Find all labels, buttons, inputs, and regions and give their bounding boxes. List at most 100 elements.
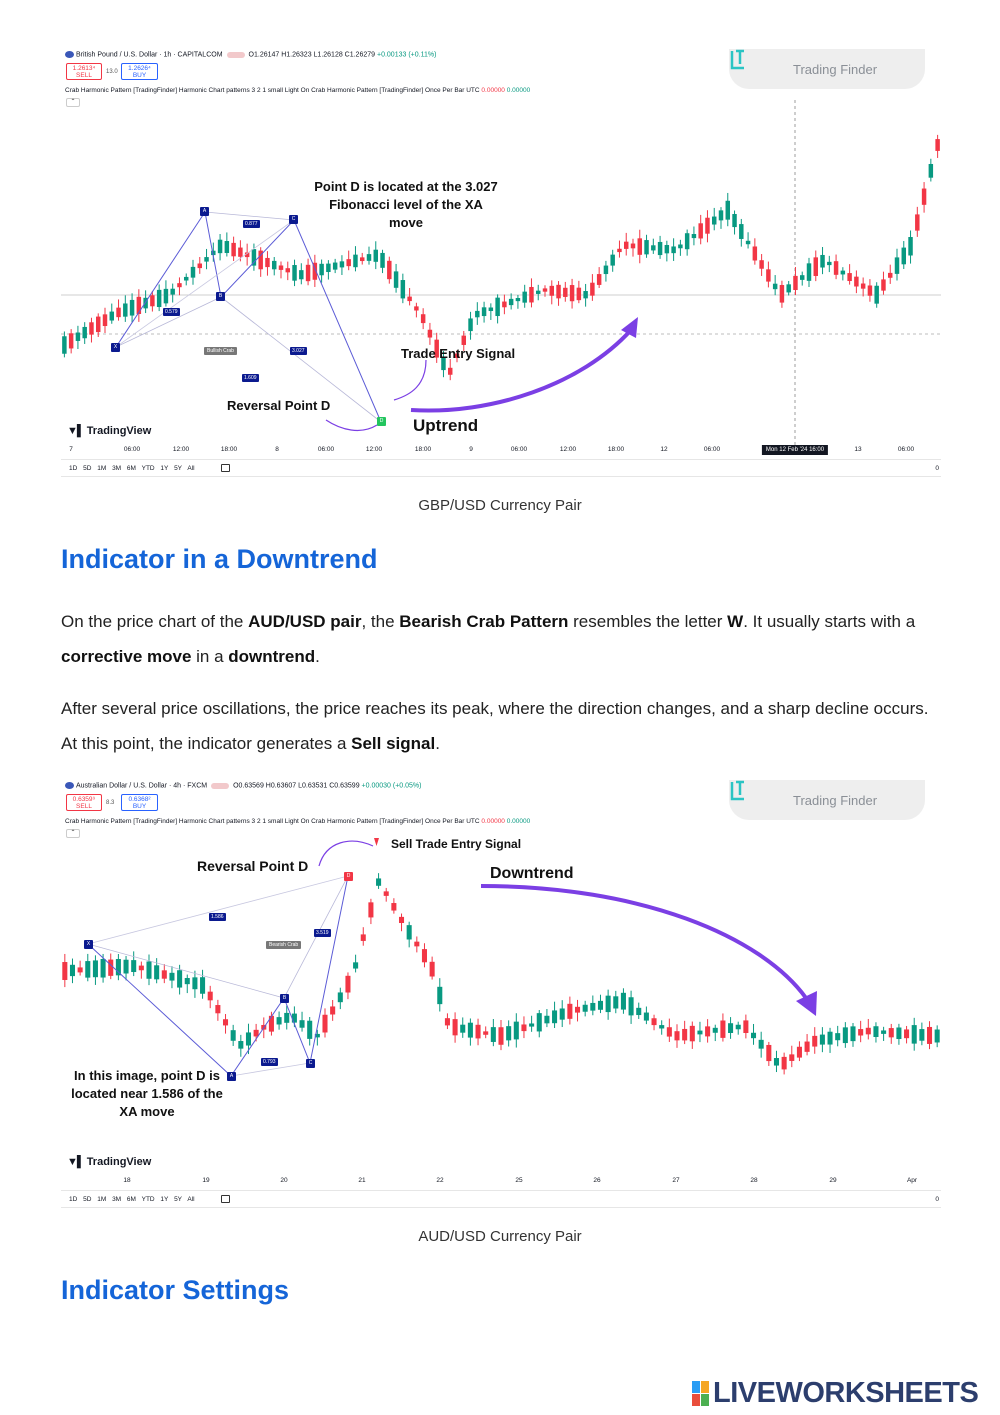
candle-body [454, 353, 460, 358]
candle-body [116, 307, 121, 318]
candle-body [542, 288, 548, 292]
sell-button[interactable]: 0.6359⁹ SELL [66, 794, 102, 811]
collapse-legend-button[interactable]: ⌃ [66, 98, 80, 107]
candle-body [177, 283, 182, 288]
candle-body [222, 1019, 229, 1026]
time-axis-label: 18 [123, 1177, 131, 1184]
pattern-point-a: A [227, 1072, 236, 1081]
candle-body [488, 307, 494, 312]
indicator-name: Crab Harmonic Pattern [TradingFinder] Ha… [65, 818, 480, 825]
candle-body [549, 285, 555, 296]
candle-body [258, 250, 263, 270]
candle-body [881, 279, 886, 291]
range-options[interactable]: 1D 5D 1M 3M 6M YTD 1Y 5Y All [69, 1196, 195, 1203]
currency-flag-icon [65, 51, 74, 58]
calendar-icon[interactable] [221, 1195, 230, 1203]
candle-body [779, 285, 785, 303]
candle-body [684, 233, 690, 250]
candle-body [827, 261, 832, 266]
candle-body [766, 1044, 772, 1062]
time-axis-label: 06:00 [703, 446, 721, 453]
text-run: , the [361, 612, 400, 631]
candle-body [739, 224, 744, 239]
pattern-ratio-line [230, 1062, 311, 1077]
candle-body [322, 1014, 328, 1033]
candle-body [483, 1031, 489, 1035]
trading-finder-watermark: Trading Finder [729, 780, 925, 820]
candle-body [314, 1033, 320, 1038]
candle-body [847, 273, 852, 282]
candle-body [786, 284, 791, 293]
candle-body [276, 1017, 282, 1025]
pattern-point-x: X [111, 343, 120, 352]
pattern-point-c: C [306, 1059, 315, 1068]
sell-price: 0.6359⁹ [72, 796, 96, 803]
candle-body [796, 1046, 802, 1058]
indicator-name: Crab Harmonic Pattern [TradingFinder] Ha… [65, 87, 480, 94]
candle-body [312, 262, 318, 280]
candle-body [781, 1056, 787, 1070]
liveworksheets-text: LIVEWORKSHEETS [713, 1377, 979, 1409]
paragraph: After several price oscillations, the pr… [61, 691, 941, 761]
candle-body [582, 1004, 588, 1012]
candle-body [224, 241, 230, 254]
candle-body [444, 1018, 450, 1026]
collapse-legend-button[interactable]: ⌃ [66, 829, 80, 838]
pattern-point-x: X [84, 940, 93, 949]
pattern-point-b: B [280, 994, 289, 1003]
candle-body [307, 1020, 313, 1039]
candle-body [62, 962, 68, 980]
tradingview-brand: ▼▌ TradingView [67, 1156, 151, 1168]
tradingview-text: TradingView [86, 1156, 152, 1168]
candle-body [150, 295, 155, 307]
candle-body [414, 306, 419, 311]
ratio-label: 0.793 [261, 1058, 278, 1066]
candle-body [812, 1035, 818, 1047]
pattern-ratio-line [115, 219, 295, 348]
candle-body [170, 288, 175, 295]
candle-body [161, 970, 167, 979]
candle-body [326, 263, 331, 273]
candle-body [644, 240, 649, 255]
candle-body [789, 1054, 795, 1061]
candle-body [867, 285, 873, 296]
candle-body [461, 335, 467, 345]
candle-body [911, 1025, 917, 1044]
candle-body [197, 263, 203, 269]
candle-body [154, 965, 160, 980]
candle-body [522, 291, 527, 303]
candle-body [278, 265, 284, 270]
candle-body [873, 1026, 879, 1037]
candle-body [337, 992, 343, 1003]
time-axis-label: 18:00 [414, 446, 432, 453]
candle-body [659, 1025, 665, 1029]
candle-body [674, 1031, 680, 1041]
candle-body [271, 260, 277, 270]
candle-body [200, 977, 206, 994]
pattern-ratio-line [87, 875, 349, 945]
candle-body [366, 254, 372, 261]
candle-body [319, 263, 324, 276]
candle-body [204, 257, 209, 262]
point-d-note: Point D is located at the 3.027 Fibonacc… [314, 179, 498, 230]
buy-button[interactable]: 1.2626⁴ BUY [121, 63, 158, 80]
candle-body [536, 1013, 542, 1032]
range-options[interactable]: 1D 5D 1M 3M 6M YTD 1Y 5Y All [69, 465, 195, 472]
reversal-point-label: Reversal Point D [197, 858, 309, 874]
candle-body [447, 367, 453, 375]
sell-button[interactable]: 1.2613⁴ SELL [66, 63, 102, 80]
uptrend-arrow [410, 328, 633, 413]
candle-body [552, 1010, 558, 1024]
candle-body [368, 902, 374, 918]
candle-body [705, 1026, 711, 1037]
pattern-point-c: C [289, 215, 298, 224]
candle-body [513, 1021, 519, 1040]
candle-body [100, 958, 106, 978]
buy-button[interactable]: 0.6368² BUY [121, 794, 158, 811]
candle-body [69, 964, 76, 977]
text-run: . [315, 647, 320, 666]
gbpusd-chart: British Pound / U.S. Dollar · 1h · CAPIT… [61, 45, 941, 480]
calendar-icon[interactable] [221, 464, 230, 472]
candle-body [177, 970, 183, 988]
candle-body [490, 1027, 496, 1042]
